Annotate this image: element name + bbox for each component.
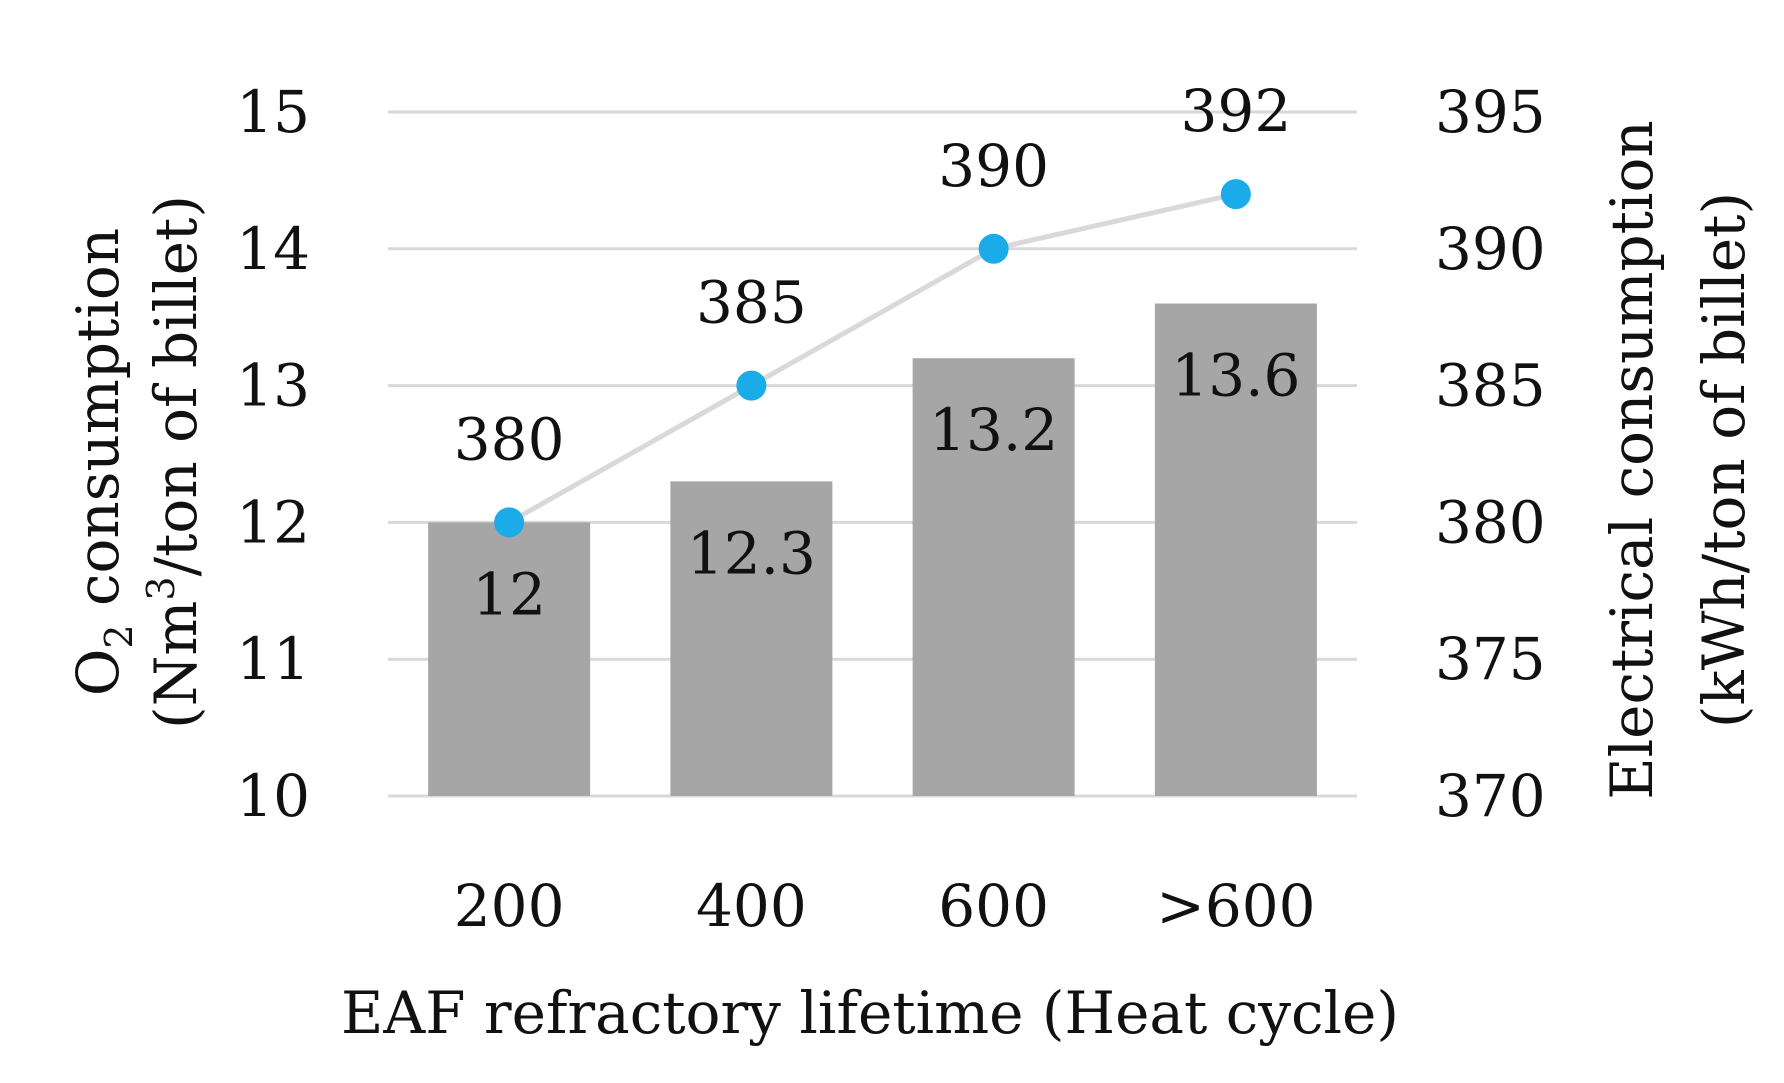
- right-tick-label: 375: [1435, 625, 1546, 693]
- right-tick-label: 390: [1435, 215, 1546, 283]
- left-tick-label: 15: [236, 78, 310, 146]
- x-tick-label: 200: [454, 872, 565, 940]
- bar: [428, 522, 591, 796]
- bar-data-label: 12.3: [687, 519, 816, 587]
- left-tick-label: 10: [236, 762, 310, 830]
- line-point: [494, 507, 525, 538]
- right-axis-title-line2: (kWh/ton of billet): [1690, 192, 1758, 728]
- right-tick-label: 370: [1435, 762, 1546, 830]
- bar: [912, 358, 1075, 796]
- svg-text:O2 consumption: O2 consumption: [64, 228, 141, 696]
- x-tick-label: >600: [1156, 872, 1315, 940]
- line-point: [1220, 179, 1251, 210]
- line-data-label: 390: [938, 132, 1049, 200]
- x-tick-label: 600: [938, 872, 1049, 940]
- left-axis-title-superscript: 3: [139, 576, 183, 600]
- svg-text:(Nm3/ton of billet): (Nm3/ton of billet): [139, 195, 210, 729]
- left-tick-label: 12: [236, 488, 310, 556]
- right-tick-label: 395: [1435, 78, 1546, 146]
- line-point: [736, 370, 767, 401]
- bar-data-label: 13.2: [929, 396, 1058, 464]
- right-axis-title: Electrical consumption (kWh/ton of bille…: [1598, 120, 1758, 799]
- right-tick-label: 380: [1435, 488, 1546, 556]
- x-axis-ticks: 200 400 600 >600: [454, 872, 1316, 940]
- bar-data-label: 13.6: [1171, 342, 1300, 410]
- left-axis-title-line2-pre: (Nm: [142, 601, 210, 729]
- left-tick-label: 11: [236, 625, 310, 693]
- line-data-label: 380: [454, 405, 565, 473]
- line-data-label: 392: [1181, 77, 1292, 145]
- line-data-label: 385: [696, 269, 807, 337]
- x-axis-title: EAF refractory lifetime (Heat cycle): [341, 979, 1399, 1047]
- left-axis-title: O2 consumption (Nm3/ton of billet): [64, 195, 210, 729]
- left-tick-label: 14: [236, 215, 310, 283]
- right-tick-label: 385: [1435, 352, 1546, 420]
- right-axis-title-line1: Electrical consumption: [1598, 120, 1666, 799]
- bar-data-label: 12: [472, 560, 546, 628]
- left-axis-title-line1-pre: O: [64, 649, 132, 697]
- line-point: [978, 233, 1009, 264]
- line-series: 380 385 390 392: [454, 77, 1292, 538]
- series-line: [507, 191, 1237, 525]
- x-tick-label: 400: [696, 872, 807, 940]
- left-axis-title-subscript: 2: [97, 624, 141, 648]
- left-tick-label: 13: [236, 352, 310, 420]
- left-axis-title-line1-post: consumption: [64, 228, 132, 625]
- bar: [1154, 303, 1317, 796]
- left-axis-ticks: 10 11 12 13 14 15: [236, 78, 310, 830]
- bar: [670, 481, 833, 796]
- left-axis-title-line2-post: /ton of billet): [142, 195, 210, 576]
- bar-series: 12 12.3 13.2 13.6: [428, 303, 1317, 796]
- right-axis-ticks: 370 375 380 385 390 395: [1435, 78, 1546, 830]
